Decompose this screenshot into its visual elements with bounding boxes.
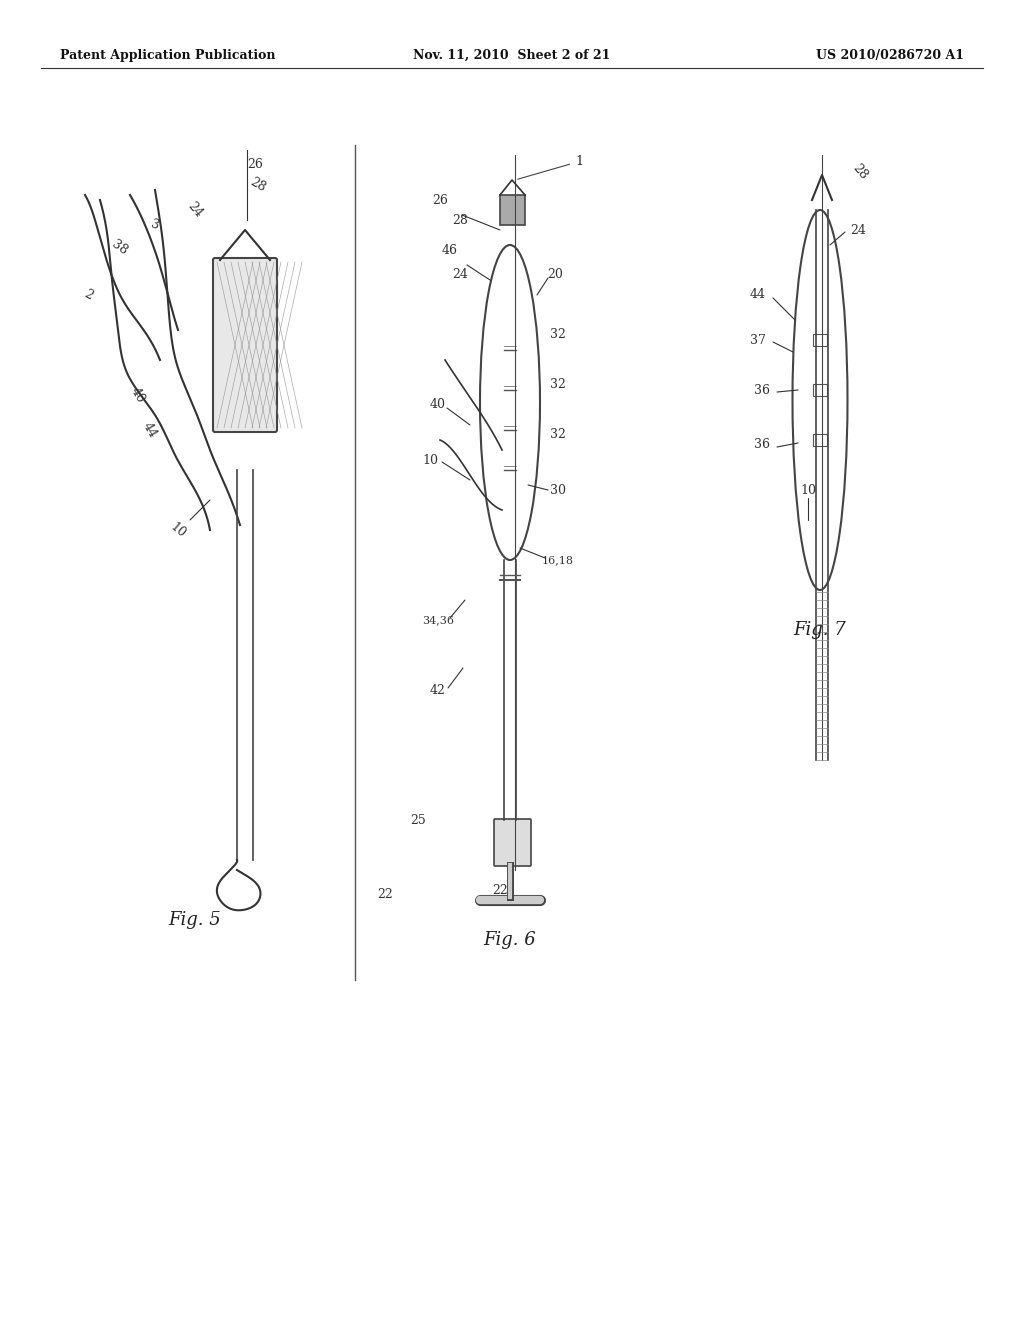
FancyBboxPatch shape: [213, 257, 278, 432]
Text: 34,36: 34,36: [422, 615, 454, 624]
Text: 37: 37: [750, 334, 766, 346]
Text: 38: 38: [110, 238, 130, 257]
Text: Nov. 11, 2010  Sheet 2 of 21: Nov. 11, 2010 Sheet 2 of 21: [414, 49, 610, 62]
Text: 2: 2: [81, 288, 94, 302]
Text: 32: 32: [550, 429, 566, 441]
Text: 42: 42: [430, 684, 445, 697]
Text: 46: 46: [442, 243, 458, 256]
Text: 40: 40: [430, 399, 446, 412]
Text: 44: 44: [750, 289, 766, 301]
Text: 1: 1: [518, 154, 583, 180]
Text: US 2010/0286720 A1: US 2010/0286720 A1: [816, 49, 964, 62]
Text: 16,18: 16,18: [542, 554, 574, 565]
Bar: [813, 384, 827, 396]
Text: 26: 26: [247, 158, 263, 172]
Text: Fig. 5: Fig. 5: [169, 911, 221, 929]
Text: 28: 28: [452, 214, 468, 227]
Text: 44: 44: [140, 420, 160, 440]
Text: 26: 26: [432, 194, 447, 206]
Text: 25: 25: [411, 813, 426, 826]
Text: 24: 24: [452, 268, 468, 281]
Text: Fig. 6: Fig. 6: [483, 931, 537, 949]
Text: 10: 10: [168, 520, 188, 540]
Text: 40: 40: [128, 385, 147, 405]
Text: Patent Application Publication: Patent Application Publication: [60, 49, 275, 62]
Text: 24: 24: [850, 223, 866, 236]
FancyBboxPatch shape: [494, 818, 531, 866]
Text: 10: 10: [422, 454, 438, 466]
Text: 3: 3: [150, 218, 161, 232]
Bar: [813, 334, 827, 346]
Text: 22: 22: [377, 888, 393, 902]
Text: 36: 36: [754, 438, 770, 451]
Text: 24: 24: [185, 199, 205, 220]
Text: 36: 36: [754, 384, 770, 396]
Text: 32: 32: [550, 329, 566, 342]
Bar: [500, 195, 525, 224]
Text: 28: 28: [850, 162, 870, 182]
Text: Fig. 7: Fig. 7: [794, 620, 847, 639]
Text: 32: 32: [550, 379, 566, 392]
Text: 28: 28: [248, 176, 268, 194]
Text: 22: 22: [493, 883, 508, 896]
Text: 30: 30: [550, 483, 566, 496]
Text: 20: 20: [547, 268, 563, 281]
Bar: [813, 434, 827, 446]
Text: 10: 10: [800, 483, 816, 496]
